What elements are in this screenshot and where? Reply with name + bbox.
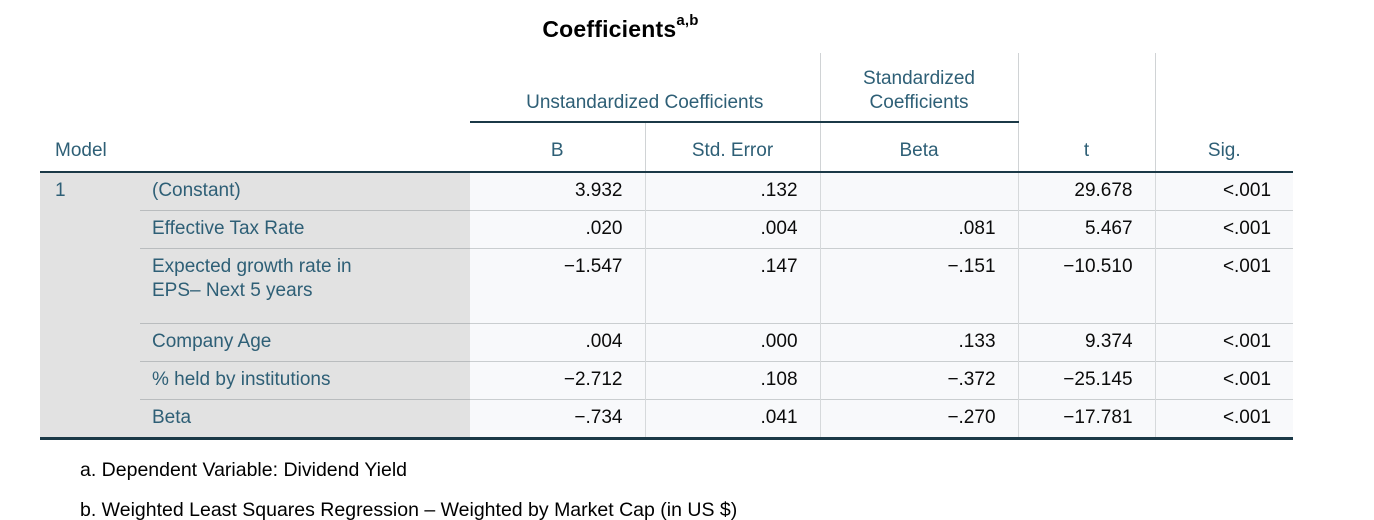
predictor-label: (Constant) xyxy=(140,172,470,211)
predictor-label: Beta xyxy=(140,399,470,440)
sig-value: <.001 xyxy=(1154,248,1294,324)
beta-value: .081 xyxy=(819,210,1019,249)
footnote-a: a. Dependent Variable: Dividend Yield xyxy=(80,459,408,481)
b-value: −1.547 xyxy=(470,248,645,324)
coefficients-table: Model Unstandardized Coefficients Standa… xyxy=(40,53,1294,440)
predictor-label: Effective Tax Rate xyxy=(140,210,470,249)
beta-value: .133 xyxy=(819,323,1019,362)
t-value: 9.374 xyxy=(1017,323,1156,362)
model-number-cell xyxy=(40,361,140,400)
beta-value: −.151 xyxy=(819,248,1019,324)
predictor-label: Company Age xyxy=(140,323,470,362)
std-error-value: .000 xyxy=(644,323,821,362)
b-value: −.734 xyxy=(470,399,645,440)
std-error-value: .147 xyxy=(644,248,821,324)
table-row-constant: 1 (Constant) 3.932 .132 29.678 <.001 xyxy=(40,172,1294,211)
t-value: −17.781 xyxy=(1017,399,1156,440)
model-number-cell xyxy=(40,323,140,362)
table-title-text: Coefficients xyxy=(542,16,677,42)
t-value: −25.145 xyxy=(1017,361,1156,400)
std-error-value: .132 xyxy=(644,172,821,211)
table-row-expected-growth-rate: Expected growth rate in EPS– Next 5 year… xyxy=(40,248,1294,324)
column-header-beta: Beta xyxy=(819,122,1019,173)
column-header-model: Model xyxy=(40,53,470,173)
table-body: 1 (Constant) 3.932 .132 29.678 <.001 Eff… xyxy=(40,172,1294,440)
b-value: .004 xyxy=(470,323,645,362)
sig-value: <.001 xyxy=(1154,399,1294,440)
b-value: .020 xyxy=(470,210,645,249)
model-number-cell xyxy=(40,210,140,249)
table-row-beta: Beta −.734 .041 −.270 −17.781 <.001 xyxy=(40,399,1294,440)
beta-value: −.270 xyxy=(819,399,1019,440)
b-value: 3.932 xyxy=(470,172,645,211)
column-group-unstandardized-coefficients: Unstandardized Coefficients xyxy=(470,53,821,123)
beta-value xyxy=(819,172,1019,211)
std-error-value: .108 xyxy=(644,361,821,400)
table-header: Model Unstandardized Coefficients Standa… xyxy=(40,53,1294,173)
sig-value: <.001 xyxy=(1154,210,1294,249)
predictor-label: % held by institutions xyxy=(140,361,470,400)
b-value: −2.712 xyxy=(470,361,645,400)
sig-value: <.001 xyxy=(1154,323,1294,362)
model-number-cell xyxy=(40,248,140,324)
column-header-std-error: Std. Error xyxy=(644,122,821,173)
column-header-sig: Sig. xyxy=(1154,53,1294,173)
t-value: 5.467 xyxy=(1017,210,1156,249)
std-error-value: .004 xyxy=(644,210,821,249)
beta-value: −.372 xyxy=(819,361,1019,400)
std-error-value: .041 xyxy=(644,399,821,440)
t-value: 29.678 xyxy=(1017,172,1156,211)
predictor-label: Expected growth rate in EPS– Next 5 year… xyxy=(140,248,470,324)
model-number-cell: 1 xyxy=(40,172,140,211)
table-title-superscript: a,b xyxy=(676,12,699,29)
table-footnotes: a. Dependent Variable: Dividend Yield b.… xyxy=(80,450,1374,520)
column-group-standardized-coefficients: Standardized Coefficients xyxy=(819,53,1019,123)
column-header-t: t xyxy=(1018,53,1156,173)
column-header-b: B xyxy=(470,122,645,173)
table-title: Coefficientsa,b xyxy=(40,12,1293,43)
table-row-pct-held-by-institutions: % held by institutions −2.712 .108 −.372… xyxy=(40,361,1294,400)
footnote-b: b. Weighted Least Squares Regression – W… xyxy=(80,499,738,520)
sig-value: <.001 xyxy=(1154,361,1294,400)
table-row-effective-tax-rate: Effective Tax Rate .020 .004 .081 5.467 … xyxy=(40,210,1294,249)
t-value: −10.510 xyxy=(1017,248,1156,324)
sig-value: <.001 xyxy=(1154,172,1294,211)
table-row-company-age: Company Age .004 .000 .133 9.374 <.001 xyxy=(40,323,1294,362)
model-number-cell xyxy=(40,399,140,440)
